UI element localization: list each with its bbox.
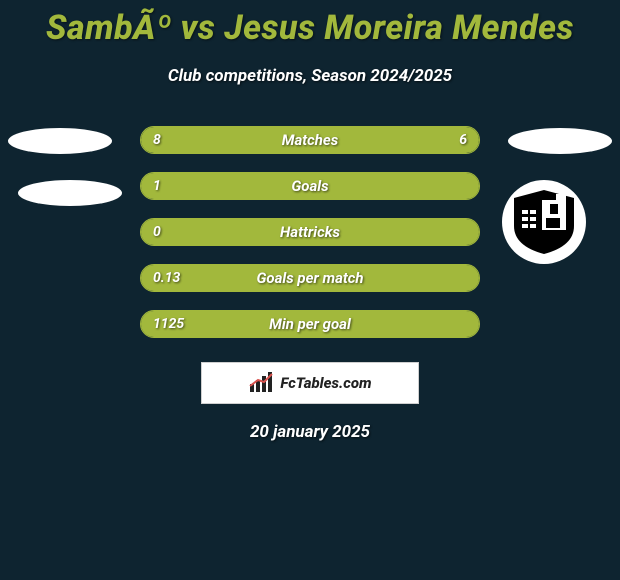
stat-row-goals-per-match: 0.13 Goals per match <box>140 264 480 292</box>
brand-box: FcTables.com <box>201 362 419 404</box>
player-right-avatar <box>508 128 612 154</box>
stat-label: Goals per match <box>141 265 479 291</box>
stat-row-hattricks: 0 Hattricks <box>140 218 480 246</box>
page-title: SambÃº vs Jesus Moreira Mendes <box>0 0 620 48</box>
brand-chart-icon <box>248 372 274 394</box>
stat-label: Min per goal <box>141 311 479 337</box>
club-right-logo <box>502 180 586 264</box>
stat-row-matches: 8 Matches 6 <box>140 126 480 154</box>
date-text: 20 january 2025 <box>0 422 620 442</box>
stat-label: Goals <box>141 173 479 199</box>
stats-area: 8 Matches 6 1 Goals 0 Hattricks 0.13 Goa… <box>0 126 620 348</box>
brand-text: FcTables.com <box>280 374 371 392</box>
subtitle: Club competitions, Season 2024/2025 <box>0 66 620 86</box>
stat-label: Hattricks <box>141 219 479 245</box>
academica-badge-icon <box>508 186 580 258</box>
stat-label: Matches <box>141 127 479 153</box>
player-left-avatar <box>8 128 112 154</box>
stat-bars: 8 Matches 6 1 Goals 0 Hattricks 0.13 Goa… <box>140 126 480 356</box>
stat-value-right: 6 <box>459 127 467 153</box>
stat-row-min-per-goal: 1125 Min per goal <box>140 310 480 338</box>
stat-row-goals: 1 Goals <box>140 172 480 200</box>
club-left-logo <box>18 180 122 206</box>
